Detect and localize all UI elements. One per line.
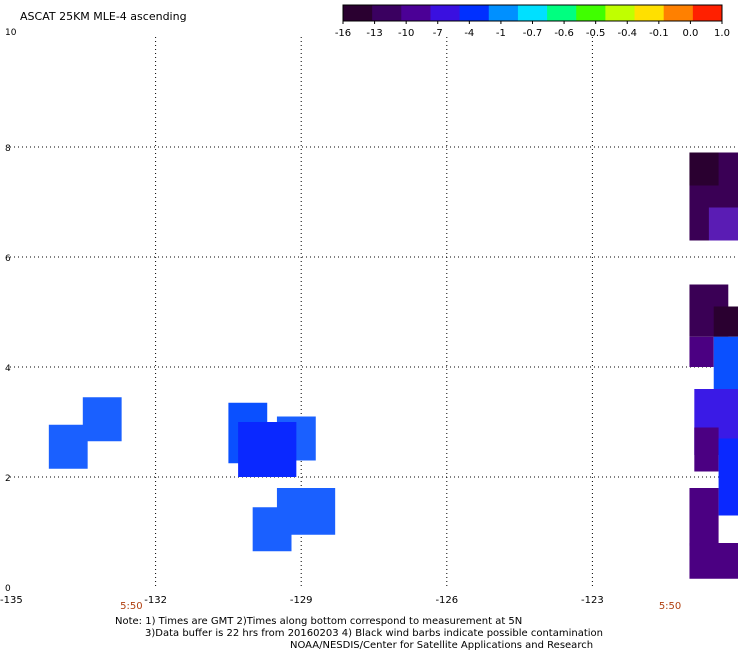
colorbar-label: -16 (335, 28, 351, 39)
colorbar-label: -7 (433, 28, 443, 39)
y-tick-label: 2 (5, 474, 11, 484)
data-cell (718, 438, 738, 516)
note-line-3: NOAA/NESDIS/Center for Satellite Applica… (290, 640, 593, 650)
colorbar-label: -0.4 (617, 28, 637, 39)
colorbar-label: -0.5 (586, 28, 606, 39)
x-tick-label: -126 (435, 595, 458, 606)
colorbar-swatch (692, 5, 723, 21)
data-cell (48, 424, 88, 469)
colorbar-label: -0.1 (649, 28, 669, 39)
y-tick-label: 8 (5, 144, 11, 154)
colorbar-swatch (634, 5, 665, 21)
colorbar-swatch (401, 5, 431, 21)
colorbar-swatch (372, 5, 402, 21)
data-cell (713, 336, 738, 389)
colorbar (342, 4, 723, 24)
time-label: 5:50 (120, 601, 142, 612)
colorbar-label: -10 (398, 28, 414, 39)
data-cell (713, 306, 738, 337)
colorbar-labels: -16 -13 -10 -7 -4 -1 -0.7 -0.6 -0.5 -0.4 -0.1 0.0 1.… (335, 28, 730, 39)
colorbar-label: -13 (366, 28, 382, 39)
colorbar-label: -4 (464, 28, 474, 39)
colorbar-swatch (605, 5, 636, 21)
data-cell (689, 543, 738, 579)
colorbar-label: -1 (496, 28, 506, 39)
grid-lines (10, 37, 738, 587)
note-line-2: 3)Data buffer is 22 hrs from 20160203 4)… (145, 628, 603, 639)
colorbar-swatch (517, 5, 548, 21)
x-tick-label: -123 (581, 595, 604, 606)
colorbar-swatch (459, 5, 490, 21)
data-cell (689, 336, 714, 367)
y-tick-label: 10 (5, 28, 17, 38)
note-line-1: Note: 1) Times are GMT 2)Times along bot… (115, 616, 522, 627)
data-cells (48, 152, 738, 579)
colorbar-swatch (343, 5, 373, 21)
x-tick-label: -132 (144, 595, 167, 606)
colorbar-swatch (576, 5, 606, 21)
data-cell (689, 488, 719, 546)
y-tick-label: 0 (5, 584, 11, 594)
data-cell (82, 397, 122, 442)
axis-ticks: -135-132-129-126-123-1200246810 (0, 28, 604, 606)
y-tick-label: 4 (5, 364, 11, 374)
time-labels: 5:50 5:50 (120, 601, 681, 612)
data-cell (694, 427, 719, 472)
time-label: 5:50 (659, 601, 681, 612)
y-tick-label: 6 (5, 254, 11, 264)
data-cell (689, 152, 719, 186)
data-cell (708, 207, 738, 241)
colorbar-swatch (488, 5, 519, 21)
data-cell (252, 507, 292, 552)
x-tick-label: -129 (290, 595, 313, 606)
x-tick-label: -135 (0, 595, 23, 606)
colorbar-label: 1.0 (714, 28, 730, 39)
colorbar-swatch (547, 5, 577, 21)
colorbar-label: -0.7 (523, 28, 543, 39)
colorbar-label: -0.6 (554, 28, 574, 39)
map-title: ASCAT 25KM MLE-4 ascending (20, 10, 187, 23)
colorbar-swatch (430, 5, 461, 21)
colorbar-swatch (663, 5, 694, 21)
data-cell (238, 422, 297, 477)
colorbar-label: 0.0 (682, 28, 698, 39)
